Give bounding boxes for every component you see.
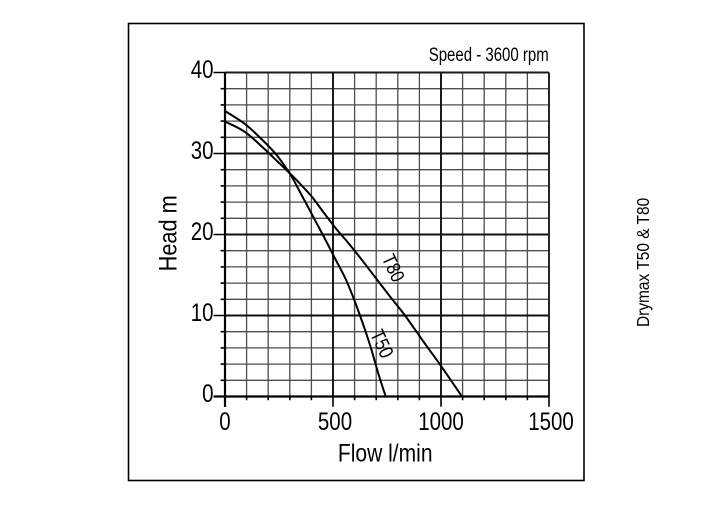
svg-text:0: 0	[219, 408, 230, 436]
svg-text:Drymax T50 & T80: Drymax T50 & T80	[633, 198, 653, 327]
svg-text:500: 500	[318, 408, 352, 436]
svg-text:Flow l/min: Flow l/min	[338, 440, 433, 468]
svg-text:Head m: Head m	[154, 195, 182, 271]
svg-text:40: 40	[191, 56, 214, 84]
svg-text:10: 10	[191, 299, 214, 327]
svg-text:30: 30	[191, 137, 214, 165]
svg-text:20: 20	[191, 218, 214, 246]
svg-text:0: 0	[202, 380, 213, 408]
svg-text:1500: 1500	[528, 408, 574, 436]
svg-text:1000: 1000	[418, 408, 464, 436]
svg-text:Speed - 3600 rpm: Speed - 3600 rpm	[429, 45, 549, 66]
